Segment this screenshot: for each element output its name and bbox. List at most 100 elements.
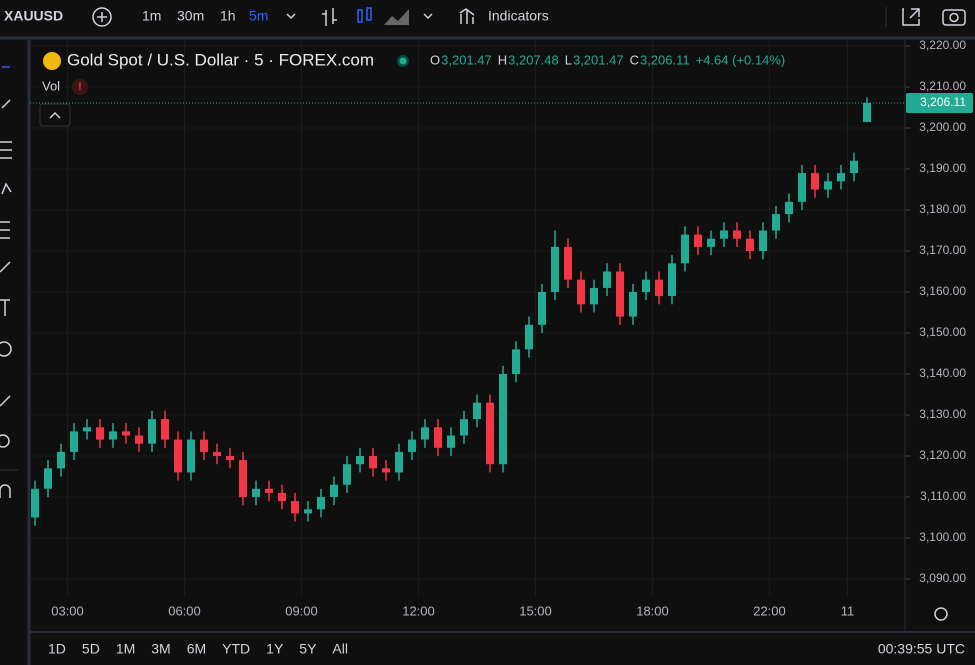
candle-body bbox=[395, 451, 403, 473]
ohlc-key: L bbox=[565, 52, 572, 67]
candle-body bbox=[70, 431, 78, 452]
y-tick-label: 3,150.00 bbox=[919, 325, 966, 339]
candle-body bbox=[421, 427, 429, 440]
candle-body bbox=[733, 230, 741, 239]
range-button[interactable]: 3M bbox=[151, 641, 170, 657]
candle-body bbox=[226, 456, 234, 461]
y-tick-label: 3,220.00 bbox=[919, 38, 966, 52]
candle-icon bbox=[366, 7, 372, 21]
y-tick-label: 3,130.00 bbox=[919, 407, 966, 421]
y-tick-label: 3,110.00 bbox=[920, 489, 966, 503]
interval-button[interactable]: 1m bbox=[142, 8, 161, 24]
candle-body bbox=[850, 160, 858, 174]
chart-legend-title: Gold Spot / U.S. Dollar · 5 · FOREX.com bbox=[67, 50, 374, 69]
tool-icons[interactable] bbox=[0, 66, 12, 498]
candle-body bbox=[330, 484, 338, 497]
x-tick-label: 12:00 bbox=[402, 603, 435, 618]
candle-body bbox=[343, 464, 351, 485]
range-button[interactable]: 1Y bbox=[266, 641, 284, 657]
share-icon[interactable] bbox=[902, 8, 920, 26]
interval-button[interactable]: 30m bbox=[177, 8, 204, 24]
candle-body bbox=[148, 419, 156, 444]
indicators-button[interactable]: Indicators bbox=[488, 8, 549, 24]
candle-body bbox=[616, 271, 624, 317]
ohlc-value: 3,201.47 bbox=[573, 52, 624, 67]
range-button[interactable]: YTD bbox=[222, 641, 250, 657]
candle-body bbox=[811, 173, 819, 190]
candle-body bbox=[590, 287, 598, 305]
candle-body bbox=[824, 181, 832, 190]
x-tick-label: 11 bbox=[841, 603, 855, 618]
candle-body bbox=[122, 431, 130, 436]
candle-body bbox=[681, 234, 689, 264]
candle-body bbox=[499, 374, 507, 465]
candle-body bbox=[44, 468, 52, 489]
candle-body bbox=[603, 271, 611, 288]
left-toolbar bbox=[0, 40, 27, 665]
ohlc-key: O bbox=[430, 52, 440, 67]
candle-icon[interactable] bbox=[357, 9, 363, 23]
settings-icon[interactable] bbox=[934, 607, 948, 621]
y-tick-label: 3,200.00 bbox=[919, 120, 966, 134]
alert-icon: ! bbox=[78, 81, 82, 93]
camera-icon[interactable] bbox=[942, 9, 966, 26]
bar-icon[interactable] bbox=[322, 8, 337, 26]
candle-body bbox=[304, 509, 312, 514]
plus-icon bbox=[97, 12, 107, 22]
candle-body bbox=[798, 173, 806, 202]
range-button[interactable]: 1M bbox=[116, 641, 135, 657]
candle-body bbox=[187, 439, 195, 473]
candle-body bbox=[577, 279, 585, 305]
y-tick-label: 3,090.00 bbox=[919, 571, 966, 585]
x-tick-label: 09:00 bbox=[285, 603, 318, 618]
ohlc-value: 3,207.48 bbox=[508, 52, 559, 67]
y-tick-label: 3,180.00 bbox=[919, 202, 966, 216]
range-button[interactable]: All bbox=[332, 641, 348, 657]
symbol[interactable]: XAUUSD bbox=[4, 8, 63, 24]
change-value: +4.64 (+0.14%) bbox=[696, 52, 786, 67]
candle-body bbox=[759, 230, 767, 251]
interval-button[interactable]: 5m bbox=[249, 8, 268, 24]
y-tick-label: 3,140.00 bbox=[919, 366, 966, 380]
candle-body bbox=[512, 349, 520, 374]
candle-body bbox=[564, 246, 572, 280]
candle-body bbox=[486, 402, 494, 465]
candle-body bbox=[239, 460, 247, 497]
candle-body bbox=[31, 488, 39, 518]
collapse-button[interactable] bbox=[39, 103, 71, 127]
candle-body bbox=[720, 230, 728, 239]
chevron bbox=[49, 111, 61, 119]
range-button[interactable]: 1D bbox=[48, 641, 66, 657]
candle-body bbox=[538, 292, 546, 325]
candle-body bbox=[551, 246, 559, 292]
alert-badge[interactable] bbox=[72, 79, 88, 95]
candle-body bbox=[174, 439, 182, 473]
range-button[interactable]: 6M bbox=[187, 641, 206, 657]
candle-body bbox=[265, 488, 273, 493]
add-button[interactable] bbox=[92, 7, 112, 27]
y-tick-label: 3,100.00 bbox=[919, 530, 966, 544]
candle-body bbox=[837, 173, 845, 182]
candle-body bbox=[317, 497, 325, 510]
top-bar bbox=[0, 0, 975, 36]
candle-body bbox=[57, 451, 65, 469]
candle-body bbox=[434, 427, 442, 448]
volume-label: Vol bbox=[42, 78, 60, 93]
dropdown[interactable] bbox=[286, 13, 296, 20]
candle-body bbox=[707, 238, 715, 247]
candle-body bbox=[200, 439, 208, 452]
range-button[interactable]: 5D bbox=[82, 641, 100, 657]
ohlc-key: H bbox=[498, 52, 507, 67]
candle-body bbox=[642, 279, 650, 292]
interval-button[interactable]: 1h bbox=[220, 8, 236, 24]
dropdown[interactable] bbox=[423, 13, 433, 20]
gold-icon bbox=[43, 52, 61, 70]
range-button[interactable]: 5Y bbox=[299, 641, 317, 657]
ohlc-value: 3,206.11 bbox=[640, 52, 690, 67]
area-icon[interactable] bbox=[384, 9, 409, 25]
candle-body bbox=[785, 201, 793, 215]
ohlc-value: 3,201.47 bbox=[441, 52, 492, 67]
candle-body bbox=[135, 435, 143, 444]
y-tick-label: 3,120.00 bbox=[919, 448, 966, 462]
